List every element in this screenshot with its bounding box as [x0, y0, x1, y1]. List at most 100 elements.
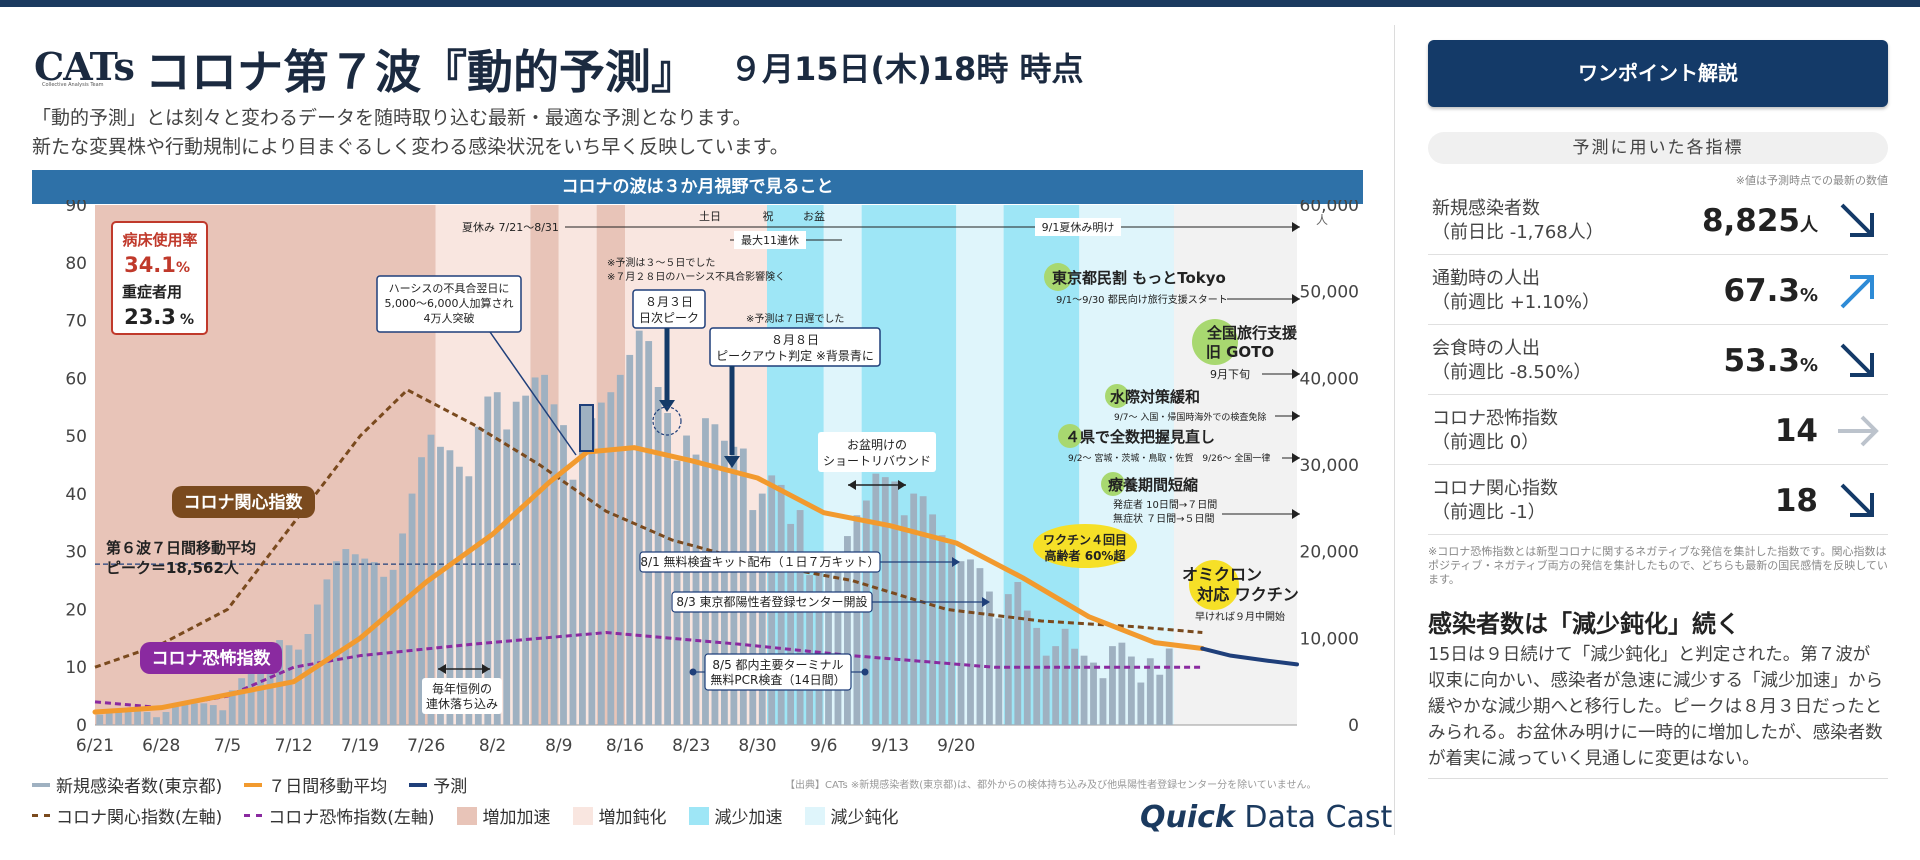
case-bar [484, 396, 492, 725]
brand-bold: Quick [1140, 800, 1235, 835]
indicator-value-number: 67.3 [1723, 273, 1800, 309]
indicator-name: コロナ関心指数 （前週比 -1） [1432, 477, 1558, 525]
indicator-footnote: ※コロナ恐怖指数とは新型コロナに関するネガティブな発信を集計した指数です。関心指… [1428, 545, 1888, 586]
y-right-tick-label: 50,000 [1300, 283, 1359, 303]
legend-item: 予測 [409, 772, 467, 797]
peakout-line-1: ８月８日 [771, 333, 819, 347]
x-tick-label: 8/30 [738, 736, 776, 756]
case-bar [1071, 648, 1078, 725]
case-bar [1109, 646, 1116, 725]
indicator-unit: 人 [1800, 215, 1818, 236]
x-tick-label: 7/19 [341, 736, 379, 756]
case-bar [862, 500, 870, 725]
case-bar [995, 618, 1003, 725]
case-bar [739, 448, 747, 725]
arrow-up-right-icon [1840, 275, 1874, 309]
indicator-dining: 会食時の人出 （前週比 -8.50%） 53.3% [1428, 325, 1888, 395]
source-note: 【出典】CATs ※新規感染者数(東京都)は、都外からの検体持ち込み及び他県陽性… [785, 780, 1317, 791]
aug3-peak-circle [652, 406, 682, 436]
page-timestamp: ９月15日(木)18時 時点 [730, 50, 1084, 88]
case-bar [446, 450, 454, 725]
bed-occupancy-unit: % [176, 260, 190, 276]
one-point-explainer-button[interactable]: ワンポイント解説 [1428, 40, 1888, 107]
hers-note-line-2: 5,000〜6,000人加算され [385, 296, 514, 310]
cats-logo-subtitle: Collective Analysis Team [42, 82, 104, 88]
case-bar [96, 714, 104, 725]
case-bar [645, 341, 653, 725]
y-left-tick-label: 50 [65, 427, 87, 447]
case-bar [900, 515, 908, 725]
kit-arrow-head [952, 557, 960, 567]
legend-item: 新規感染者数(東京都) [32, 772, 222, 797]
legend-item: コロナ恐怖指数(左軸) [244, 803, 435, 828]
wave-chart: 0 10 20 30 40 50 60 70 80 90 0 10,000 20,000 30,000 40… [65, 200, 1359, 756]
weekend-label: 土日 [699, 210, 721, 223]
legend-swatch-decel-up [572, 806, 593, 825]
case-bar [711, 424, 719, 725]
case-bar [881, 477, 889, 725]
legend-swatch-accel-down [688, 806, 709, 825]
omicron-line-2: 対応 ワクチン [1196, 585, 1299, 604]
x-tick-label: 7/12 [275, 736, 313, 756]
interest-tag-bg [172, 486, 315, 518]
case-bar [967, 559, 974, 725]
case-bar [228, 690, 236, 725]
case-bar [238, 678, 246, 725]
y-right-tick-label: 0 [1348, 716, 1359, 736]
case-bar [399, 533, 407, 725]
indicator-name-line1: 会食時の人出 [1432, 338, 1540, 359]
legend-label: コロナ関心指数(左軸) [56, 808, 223, 828]
pcr-dot-right [861, 668, 869, 676]
legend-label: 予測 [433, 777, 468, 797]
max11-label: 最大11連休 [741, 233, 799, 247]
case-bar [105, 712, 113, 725]
case-bar [550, 404, 558, 725]
indicator-new-cases: 新規感染者数 （前日比 -1,768人） 8,825人 [1428, 185, 1888, 255]
case-bar [181, 701, 189, 725]
rebound-box [818, 432, 936, 472]
holiday-dip-box [422, 678, 502, 714]
legend-item: 増加鈍化 [572, 803, 667, 828]
chart-banner: コロナの波は３か月視野で見ること [32, 170, 1363, 204]
case-bar [323, 579, 331, 725]
hers-note-box [376, 275, 522, 333]
indicator-value-number: 14 [1774, 413, 1818, 449]
bed-occupancy-box [111, 221, 208, 335]
indicator-value-number: 8,825 [1701, 203, 1800, 239]
case-bar [1004, 594, 1012, 725]
y-left-tick-label: 60 [65, 369, 87, 389]
indicator-fear-index: コロナ恐怖指数 （前週比 0） 14 [1428, 395, 1888, 465]
case-bar [465, 476, 473, 725]
goto-arrow-head [1292, 369, 1300, 379]
fear-tag-bg [140, 642, 282, 674]
case-bar [247, 664, 255, 725]
pcr-line-1: 8/5 都内主要ターミナル [712, 658, 843, 672]
top-accent-bar [0, 0, 1920, 7]
case-bar [692, 454, 700, 725]
y-right-tick-label: 60,000 [1300, 200, 1359, 216]
case-bar [408, 493, 416, 725]
case-bar [626, 354, 634, 725]
legend-item: 減少鈍化 [804, 803, 899, 828]
indicator-name-line1: 通勤時の人出 [1432, 268, 1540, 289]
case-bar [304, 634, 312, 725]
peakout-line-2: ピークアウト判定 ※背景青に [716, 348, 874, 363]
border-sub-label: 9/7〜 入国・帰国時海外での検査免除 [1114, 411, 1266, 423]
fear-tag: コロナ恐怖指数 [152, 648, 272, 669]
case-bar [522, 395, 530, 725]
y-left-tick-label: 40 [65, 485, 87, 505]
case-bar [815, 558, 823, 725]
max11-bg [734, 231, 806, 249]
case-bar [579, 432, 586, 725]
indicator-interest-index: コロナ関心指数 （前週比 -1） 18 [1428, 465, 1888, 535]
summer-end-bg [1035, 218, 1121, 236]
omicron-sub-label: 早ければ９月中開始 [1195, 610, 1285, 623]
severe-bed-value: 23.3 [124, 305, 176, 329]
indicator-name-line2: （前週比 -1） [1432, 502, 1546, 523]
indicator-value-number: 53.3 [1723, 343, 1800, 379]
legend-label: 新規感染者数(東京都) [56, 777, 223, 797]
tokyo-bubble [1044, 263, 1072, 291]
isolation-arrow-head [1292, 509, 1300, 519]
case-bar [493, 392, 501, 725]
case-bar [948, 543, 955, 725]
